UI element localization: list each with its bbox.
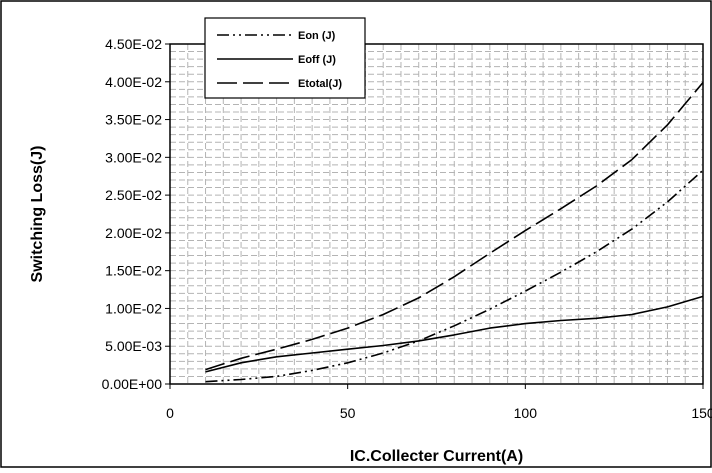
series-line-1 [205,169,704,383]
y-tick-label: 3.00E-02 [105,149,162,165]
x-tick-label: 150 [691,405,712,421]
y-tick-label: 3.50E-02 [105,112,162,128]
x-tick-label: 50 [340,405,356,421]
series-line-3 [205,81,704,371]
y-tick-label: 5.00E-03 [105,338,162,354]
y-axis-title: Switching Loss(J) [29,146,46,283]
x-tick-label: 0 [166,405,174,421]
y-tick-label: 4.50E-02 [105,36,162,52]
legend-label-2: Eoff (J) [298,54,336,66]
y-tick-label: 1.50E-02 [105,263,162,279]
y-tick-label: 1.00E-02 [105,300,162,316]
x-tick-label: 100 [514,405,538,421]
y-tick-label: 2.00E-02 [105,225,162,241]
legend-label-1: Eon (J) [298,30,336,42]
x-axis-title: IC.Collecter Current(A) [350,448,523,465]
legend: Eon (J) Eoff (J) Etotal(J) [204,17,366,99]
series-line-2 [205,295,704,373]
y-tick-label: 0.00E+00 [102,376,163,392]
legend-box [204,17,366,99]
y-tick-label: 2.50E-02 [105,187,162,203]
legend-label-3: Etotal(J) [298,78,342,90]
y-tick-label: 4.00E-02 [105,74,162,90]
plot-area-border [169,43,704,385]
